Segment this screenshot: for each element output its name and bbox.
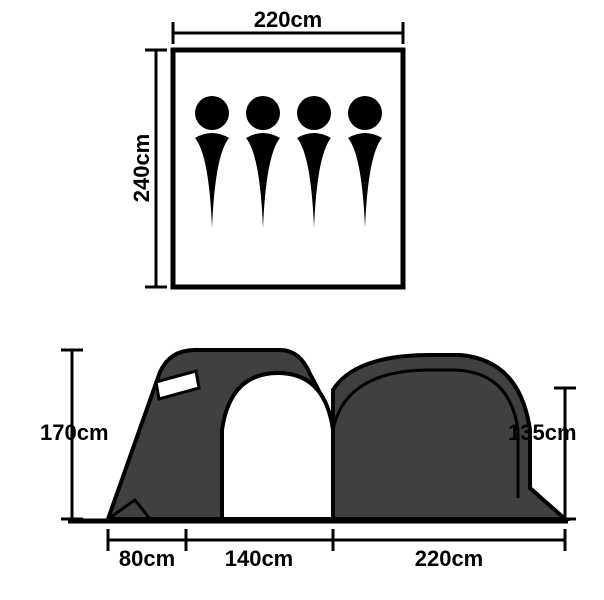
person-icon [297,96,331,228]
floorplan-width-label: 220cm [254,7,323,32]
bottom-seg2-label: 140cm [225,546,294,571]
bottom-seg1-label: 80cm [119,546,175,571]
floorplan-depth-dim: 240cm [129,50,167,287]
floorplan-width-dim: 220cm [173,7,403,44]
tent-door-opening [222,373,333,519]
diagram-svg: 220cm 240cm [0,0,604,600]
person-icon [348,96,382,228]
tent-dimension-diagram: { "floorplan": { "width_label": "220cm",… [0,0,604,600]
bottom-seg3-label: 220cm [415,546,484,571]
height-left-label: 170cm [40,420,109,445]
floorplan-depth-label: 240cm [129,134,154,203]
height-right-label: 135cm [508,420,577,445]
capacity-icons [195,96,382,228]
height-left-dim: 170cm [40,350,109,519]
tent-sideview [108,350,565,519]
bottom-dims: 80cm 140cm 220cm [108,529,565,571]
person-icon [246,96,280,228]
person-icon [195,96,229,228]
